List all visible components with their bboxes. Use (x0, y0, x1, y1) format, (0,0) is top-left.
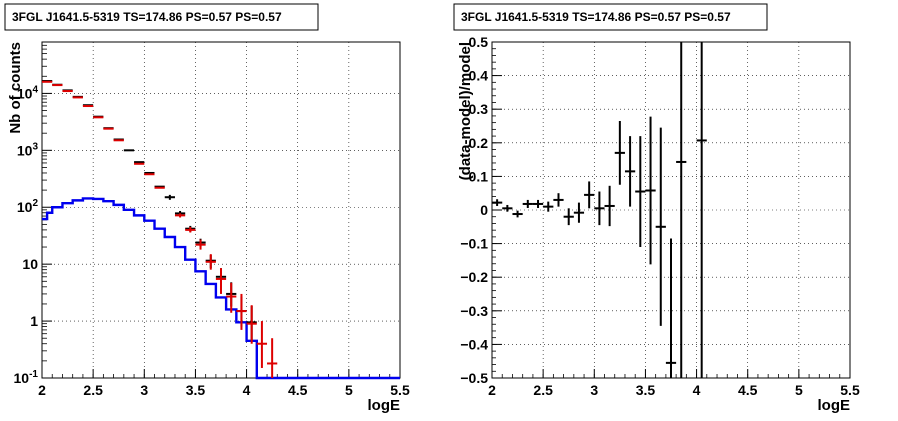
left-plot-frame (41, 41, 401, 379)
right-y-tick-label: 0.4 (469, 68, 489, 84)
data-point (174, 213, 186, 218)
data-point (236, 293, 247, 330)
left-y-tick-label: 10-1 (14, 369, 39, 386)
left-marks (42, 80, 400, 380)
right-grid (492, 42, 850, 378)
residual-point (492, 199, 503, 206)
left-x-tick-label: 4.5 (288, 382, 308, 398)
right-title-box: 3FGL J1641.5-5319 TS=174.86 PS=0.57 PS=0… (453, 3, 768, 31)
residual-point (696, 42, 707, 378)
left-x-tick-label: 5 (345, 382, 353, 398)
right-ticks: 2 2.5 3 3.5 4 4.5 5 5.5 −0.5 −0.4 −0.3 −0.2 −0.1 0 0.1… (460, 34, 860, 398)
right-x-tick-label: 5 (795, 382, 803, 398)
left-y-tick-label: 1 (30, 313, 38, 329)
right-y-tick-label: 0.5 (469, 34, 489, 50)
residual-point (512, 210, 523, 218)
residual-point (573, 202, 585, 223)
residual-point (522, 199, 533, 208)
residual-point (676, 42, 687, 378)
residual-point (594, 191, 605, 226)
data-point (215, 268, 227, 294)
right-y-tick-label: 0.2 (469, 135, 489, 151)
right-x-tick-label: 3.5 (636, 382, 656, 398)
left-x-tick-label: 5.5 (390, 382, 410, 398)
left-chart-title: 3FGL J1641.5-5319 TS=174.86 PS=0.57 PS=0… (12, 10, 282, 24)
residual-point (502, 204, 513, 212)
reference-point (164, 194, 175, 200)
right-x-tick-label: 2.5 (533, 382, 553, 398)
data-point (256, 321, 268, 368)
residual-point (655, 127, 666, 326)
right-y-tick-label: −0.5 (460, 370, 488, 386)
right-y-axis-label: (data-model)/model (457, 42, 474, 180)
residuals-panel: 2 2.5 3 3.5 4 4.5 5 5.5 −0.5 −0.4 −0.3 −0.2 −0.1 0 0.1… (453, 3, 860, 414)
right-x-tick-label: 4 (693, 382, 701, 398)
left-x-tick-label: 3 (140, 382, 148, 398)
right-x-axis-label: logE (818, 397, 851, 414)
data-point (226, 282, 237, 313)
left-x-tick-label: 4 (243, 382, 251, 398)
data-point (185, 226, 196, 233)
left-y-tick-label: 10 (22, 256, 38, 272)
residual-point (665, 238, 677, 378)
data-point (195, 239, 206, 250)
residual-point (532, 199, 544, 208)
residual-point (584, 181, 595, 209)
counts-panel: 2 2.5 3 3.5 4 4.5 5 5.5 10-1 1 10 102 103 104 3FGL J1… (4, 3, 410, 414)
right-y-tick-label: 0.3 (469, 101, 489, 117)
model-histogram-line (42, 197, 400, 380)
residual-point (553, 193, 564, 207)
residual-point (563, 208, 574, 226)
right-x-tick-label: 4.5 (738, 382, 758, 398)
left-title-box: 3FGL J1641.5-5319 TS=174.86 PS=0.57 PS=0… (4, 3, 319, 31)
left-y-tick-label: 104 (17, 84, 39, 101)
right-x-tick-label: 2 (488, 382, 496, 398)
left-grid (42, 42, 400, 378)
right-y-tick-label: −0.1 (460, 236, 488, 252)
right-y-tick-label: −0.3 (460, 303, 488, 319)
right-y-tick-label: −0.4 (460, 336, 488, 352)
residual-point (543, 201, 554, 212)
left-x-tick-label: 2.5 (83, 382, 103, 398)
left-x-tick-label: 2 (38, 382, 46, 398)
data-point (246, 305, 257, 344)
right-x-tick-label: 5.5 (840, 382, 860, 398)
data-point (205, 254, 216, 270)
residual-point (614, 120, 625, 185)
left-x-axis-label: logE (368, 397, 401, 414)
right-chart-title: 3FGL J1641.5-5319 TS=174.86 PS=0.57 PS=0… (461, 10, 731, 24)
left-y-axis-label: Nb of counts (7, 42, 24, 134)
left-x-tick-label: 3.5 (186, 382, 206, 398)
left-y-tick-label: 102 (17, 198, 39, 215)
right-y-tick-label: 0 (480, 202, 488, 218)
left-y-tick-label: 103 (17, 141, 39, 158)
residual-point (645, 116, 656, 265)
data-point (267, 338, 278, 378)
right-y-tick-label: 0.1 (469, 168, 489, 184)
residual-point (624, 136, 636, 207)
right-marks (492, 42, 707, 378)
residual-point (604, 185, 615, 227)
residual-point (635, 136, 646, 247)
right-y-tick-label: −0.2 (460, 269, 488, 285)
right-x-tick-label: 3 (590, 382, 598, 398)
left-ticks: 2 2.5 3 3.5 4 4.5 5 5.5 10-1 1 10 102 103 104 (14, 41, 410, 398)
